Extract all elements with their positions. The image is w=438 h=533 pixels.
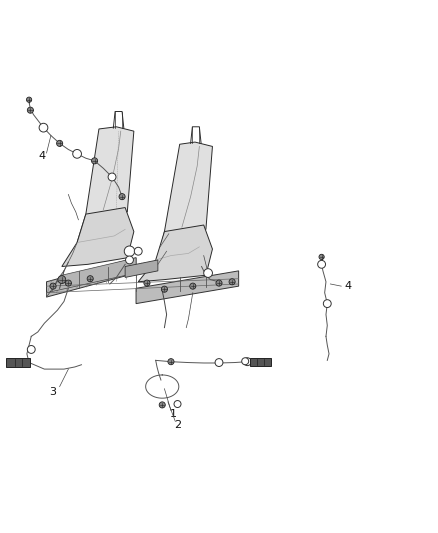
Circle shape: [87, 276, 93, 282]
Circle shape: [27, 107, 33, 113]
Circle shape: [65, 280, 71, 286]
Circle shape: [134, 247, 142, 255]
Bar: [6, 358, 30, 367]
Circle shape: [318, 261, 325, 268]
Circle shape: [161, 286, 167, 292]
Circle shape: [242, 358, 249, 365]
Circle shape: [126, 256, 134, 264]
Circle shape: [159, 402, 165, 408]
Polygon shape: [46, 258, 136, 297]
Circle shape: [323, 300, 331, 308]
Polygon shape: [125, 260, 158, 277]
Circle shape: [244, 358, 251, 366]
Circle shape: [144, 280, 150, 286]
Polygon shape: [158, 142, 212, 260]
Text: 3: 3: [49, 387, 57, 397]
Circle shape: [119, 193, 125, 200]
Circle shape: [58, 276, 66, 284]
Circle shape: [26, 97, 32, 102]
Circle shape: [168, 359, 174, 365]
Circle shape: [204, 269, 212, 277]
Text: 4: 4: [39, 151, 46, 161]
Text: 4: 4: [344, 281, 351, 291]
Circle shape: [215, 359, 223, 367]
Polygon shape: [136, 271, 239, 304]
Circle shape: [73, 149, 81, 158]
Circle shape: [92, 158, 98, 164]
Circle shape: [39, 123, 48, 132]
Circle shape: [27, 345, 35, 353]
Circle shape: [216, 280, 222, 286]
Circle shape: [108, 173, 116, 181]
Polygon shape: [77, 127, 134, 243]
Circle shape: [50, 283, 56, 289]
Text: 1: 1: [170, 409, 177, 419]
Polygon shape: [62, 207, 134, 266]
Circle shape: [174, 400, 181, 408]
Circle shape: [190, 283, 196, 289]
Circle shape: [229, 279, 235, 285]
Text: 2: 2: [174, 420, 181, 430]
Polygon shape: [138, 225, 212, 282]
Circle shape: [124, 246, 135, 256]
Bar: [250, 358, 271, 366]
Circle shape: [57, 140, 63, 147]
Circle shape: [319, 254, 324, 260]
Polygon shape: [46, 258, 136, 297]
